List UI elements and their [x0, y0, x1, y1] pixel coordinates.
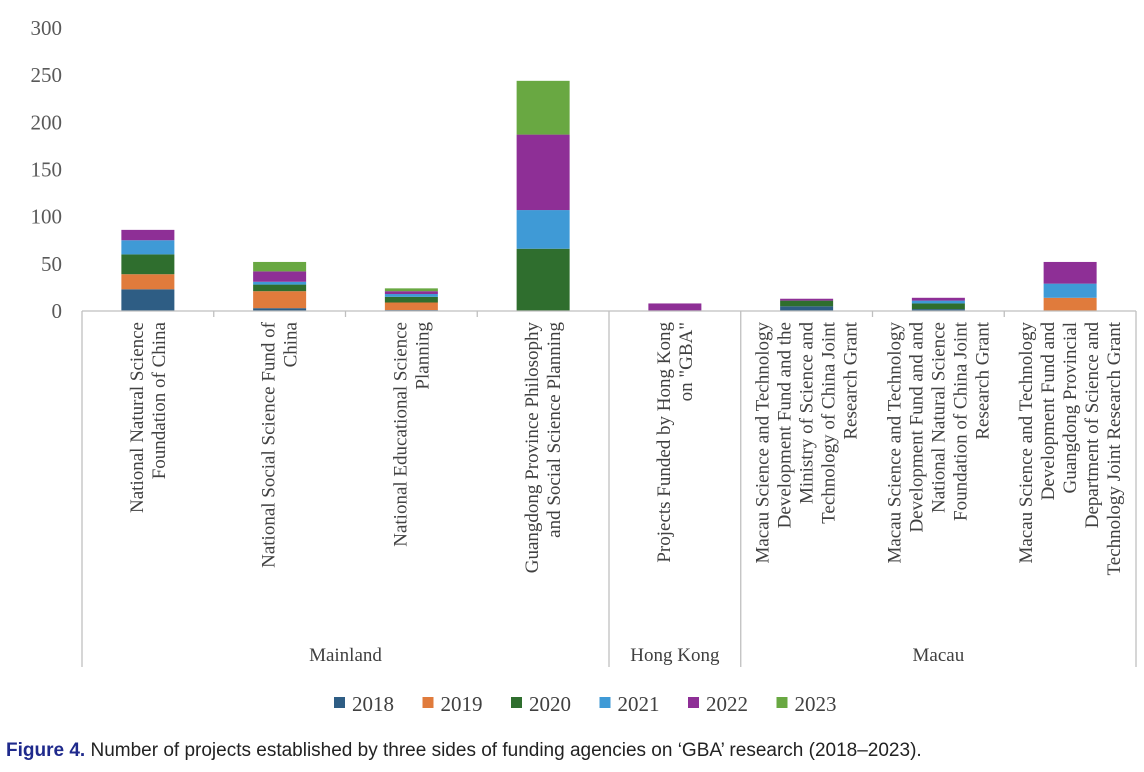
bar-segment-2021 — [1043, 283, 1097, 298]
bar-segment-2020 — [253, 284, 307, 292]
bar-segment-2023 — [384, 288, 438, 292]
bar-segment-2020 — [384, 296, 438, 303]
group-label: Mainland — [309, 645, 382, 666]
category-label: on "GBA" — [676, 322, 697, 401]
category-label: Projects Funded by Hong Kong — [654, 322, 675, 563]
bar-segment-2023 — [516, 80, 570, 135]
legend-label: 2019 — [441, 692, 483, 716]
legend-swatch-2020 — [511, 697, 522, 708]
bar-segment-2018 — [911, 309, 965, 311]
y-tick-label: 300 — [31, 16, 63, 40]
bar-segment-2022 — [780, 298, 834, 301]
bar-segment-2019 — [121, 274, 175, 290]
category-label: Foundation of China Joint — [950, 321, 971, 521]
y-tick-label: 100 — [31, 205, 63, 229]
bar-segment-2022 — [911, 297, 965, 301]
category-label: Research Grant — [972, 321, 993, 439]
category-label: Development Fund and — [1038, 322, 1059, 501]
bar-segment-2021 — [516, 210, 570, 249]
bar-segment-2022 — [384, 291, 438, 295]
figure-caption-text: Number of projects established by three … — [85, 740, 922, 761]
bar-segment-2023 — [253, 261, 307, 272]
legend-label: 2022 — [706, 692, 748, 716]
legend-label: 2021 — [618, 692, 660, 716]
category-label: National Natural Science — [127, 322, 148, 513]
bar-segment-2018 — [253, 308, 307, 311]
category-label: Planning — [412, 322, 433, 390]
category-label: National Natural Science — [928, 322, 949, 513]
category-label: Foundation of China — [149, 321, 170, 479]
legend-swatch-2022 — [688, 697, 699, 708]
category-label: Macau Science and Technology — [1016, 322, 1037, 564]
bar-segment-2019 — [384, 302, 438, 311]
category-label: Guangdong Provincial — [1060, 322, 1081, 494]
figure-caption: Figure 4. Number of projects established… — [6, 740, 922, 762]
group-label: Macau — [913, 645, 965, 666]
figure-caption-label: Figure 4. — [6, 740, 86, 761]
y-tick-label: 200 — [31, 110, 63, 134]
category-label: Development Fund and the — [775, 322, 796, 528]
legend-label: 2018 — [352, 692, 394, 716]
category-label: Development Fund and and — [906, 322, 927, 533]
legend-label: 2023 — [795, 692, 837, 716]
bar-segment-2020 — [911, 303, 965, 310]
category-label: Research Grant — [841, 321, 862, 439]
category-label: National Educational Science — [390, 322, 411, 547]
bar-segment-2022 — [516, 134, 570, 211]
bar-segment-2021 — [384, 294, 438, 297]
legend-swatch-2021 — [599, 697, 611, 708]
bar-segment-2021 — [253, 281, 307, 285]
legend-swatch-2018 — [334, 697, 345, 708]
bar-segment-2022 — [648, 303, 702, 311]
bar-segment-2020 — [780, 300, 834, 307]
category-label: China — [281, 321, 302, 367]
category-label: Macau Science and Technology — [753, 322, 774, 564]
bar-segment-2018 — [780, 306, 834, 311]
category-label: and Social Science Planning — [544, 322, 565, 538]
bar-segment-2019 — [1043, 297, 1097, 311]
bar-segment-2018 — [121, 289, 175, 311]
y-tick-label: 250 — [31, 63, 63, 87]
category-label: Ministry of Science and — [797, 322, 818, 505]
y-tick-label: 0 — [52, 299, 63, 323]
category-label: National Social Science Fund of — [259, 321, 280, 568]
legend-swatch-2019 — [422, 697, 434, 708]
stacked-bar-chart: 0 50 100 150 200 250 300 National Natural Scien… — [31, 16, 1137, 716]
bar-segment-2022 — [1043, 261, 1097, 284]
category-label: Department of Science and — [1082, 322, 1103, 529]
y-tick-label: 150 — [31, 158, 63, 182]
bar-segment-2021 — [121, 240, 175, 255]
bar-segment-2020 — [516, 248, 570, 311]
y-tick-label: 50 — [41, 252, 62, 276]
category-label: Guangdong Province Philosophy — [522, 322, 543, 574]
category-label: Technology Joint Research Grant — [1104, 321, 1125, 575]
category-label: Technology of China Joint — [819, 321, 840, 524]
legend-swatch-2023 — [776, 697, 788, 708]
legend-label: 2020 — [529, 692, 571, 716]
bar-segment-2019 — [253, 291, 307, 309]
group-label: Hong Kong — [630, 645, 720, 666]
category-label: Macau Science and Technology — [884, 322, 905, 564]
bar-segment-2020 — [121, 254, 175, 275]
bar-segment-2022 — [253, 271, 307, 282]
bar-segment-2021 — [911, 300, 965, 304]
bar-segment-2022 — [121, 229, 175, 241]
